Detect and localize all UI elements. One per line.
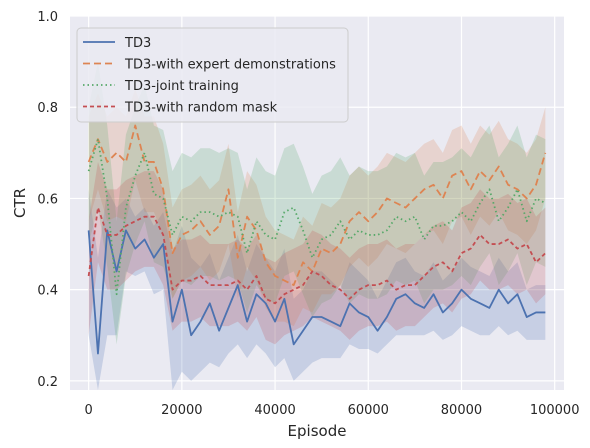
series-lines bbox=[87, 124, 547, 355]
series-line bbox=[87, 206, 546, 305]
y-tick-label: 0.2 bbox=[37, 375, 58, 390]
legend-label: TD3-with random mask bbox=[124, 101, 278, 116]
x-tick-label: 60000 bbox=[348, 403, 389, 418]
x-axis-label: Episode bbox=[288, 422, 347, 440]
x-tick-label: 100000 bbox=[530, 403, 580, 418]
confidence-band bbox=[88, 61, 546, 345]
y-tick-label: 0.8 bbox=[37, 101, 58, 116]
legend-label: TD3-joint training bbox=[124, 79, 239, 94]
x-tick-label: 0 bbox=[85, 403, 93, 418]
legend: TD3 TD3-with expert demonstrations TD3-joi… bbox=[76, 27, 349, 123]
x-tick-label: 20000 bbox=[161, 403, 202, 418]
x-tick-label: 80000 bbox=[441, 403, 482, 418]
legend-label: TD3-with expert demonstrations bbox=[124, 58, 336, 73]
x-tick-labels: 0 20000 40000 60000 80000 100000 bbox=[85, 403, 580, 418]
y-tick-label: 0.6 bbox=[37, 192, 58, 207]
confidence-band bbox=[88, 189, 546, 390]
series-line bbox=[87, 138, 546, 296]
y-tick-labels: 0.2 0.4 0.6 0.8 1.0 bbox=[37, 10, 58, 390]
confidence-band bbox=[88, 88, 546, 327]
series-line bbox=[87, 229, 546, 355]
confidence-bands bbox=[88, 61, 546, 390]
series-line bbox=[87, 124, 547, 287]
x-tick-label: 40000 bbox=[254, 403, 295, 418]
legend-box bbox=[76, 27, 349, 123]
legend-label: TD3 bbox=[124, 36, 151, 51]
y-axis-label: CTR bbox=[11, 188, 29, 218]
y-tick-label: 1.0 bbox=[37, 10, 58, 25]
y-tick-label: 0.4 bbox=[37, 284, 58, 299]
